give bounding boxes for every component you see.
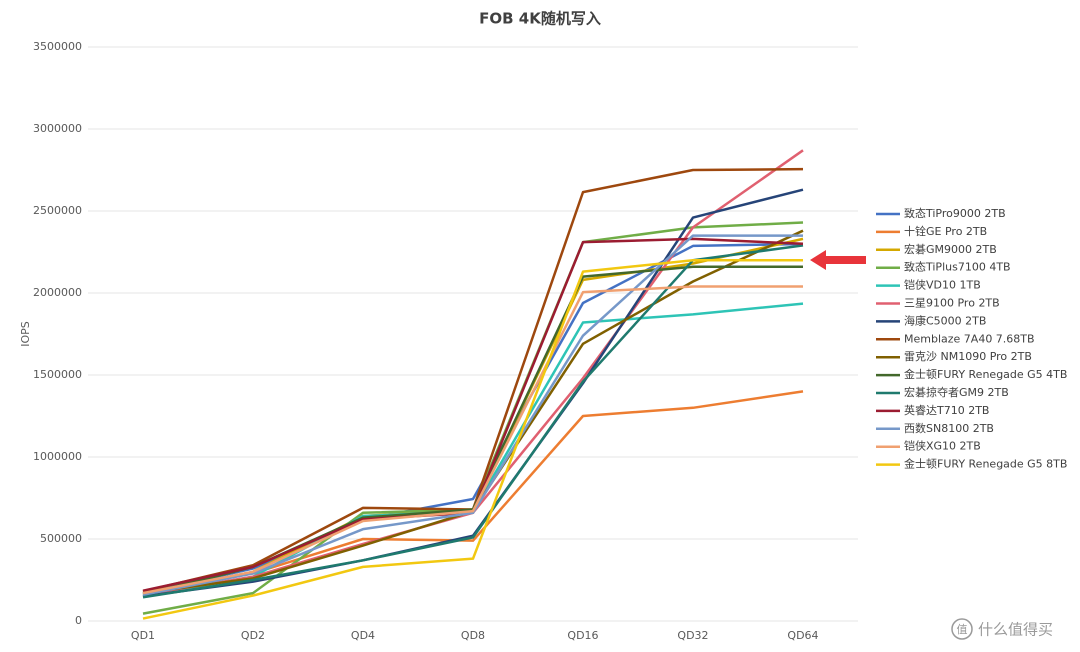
x-tick-label: QD4 xyxy=(351,629,375,642)
legend-label: 宏碁掠夺者GM9 2TB xyxy=(904,385,1009,399)
legend-label: 致态TiPlus7100 4TB xyxy=(904,260,1011,274)
line-series xyxy=(142,285,803,595)
y-tick-label: 3500000 xyxy=(33,40,82,53)
line-series xyxy=(142,149,804,596)
legend-label: 金士顿FURY Renegade G5 8TB xyxy=(904,457,1067,471)
x-tick-label: QD64 xyxy=(787,629,818,642)
legend-label: Memblaze 7A40 7.68TB xyxy=(904,332,1035,345)
line-series xyxy=(142,221,804,615)
y-tick-label: 500000 xyxy=(40,532,82,545)
legend-label: 雷克沙 NM1090 Pro 2TB xyxy=(904,350,1032,363)
y-tick-label: 1000000 xyxy=(33,450,82,463)
line-series xyxy=(142,167,804,593)
watermark-text: 什么值得买 xyxy=(978,621,1053,639)
y-tick-label: 2000000 xyxy=(33,286,82,299)
arrow xyxy=(810,250,866,270)
legend-label: 金士顿FURY Renegade G5 4TB xyxy=(904,367,1067,381)
legend-label: 十铨GE Pro 2TB xyxy=(904,224,987,238)
line-series xyxy=(142,258,803,620)
legend-label: 致态TiPro9000 2TB xyxy=(904,206,1006,220)
x-tick-label: QD32 xyxy=(677,629,708,642)
legend-label: 宏碁GM9000 2TB xyxy=(904,242,997,256)
svg-text:值: 值 xyxy=(957,623,968,636)
y-tick-label: 2500000 xyxy=(33,204,82,217)
y-tick-label: 1500000 xyxy=(33,368,82,381)
line-series xyxy=(142,390,804,595)
x-tick-label: QD16 xyxy=(567,629,598,642)
line-series xyxy=(142,265,803,596)
legend-label: 铠侠VD10 1TB xyxy=(904,278,981,292)
legend-label: 铠侠XG10 2TB xyxy=(904,439,981,453)
x-tick-label: QD8 xyxy=(461,629,485,642)
x-tick-label: QD1 xyxy=(131,629,155,642)
y-tick-label: 0 xyxy=(75,614,82,627)
legend-label: 海康C5000 2TB xyxy=(904,313,986,327)
line-series xyxy=(142,302,804,598)
line-series xyxy=(142,234,803,596)
line-series xyxy=(142,244,804,599)
legend-label: 三星9100 Pro 2TB xyxy=(904,297,1000,310)
legend-label: 西数SN8100 2TB xyxy=(904,422,994,435)
y-axis-label: IOPS xyxy=(19,321,32,347)
legend-label: 英睿达T710 2TB xyxy=(904,403,989,417)
watermark: 值 什么值得买 xyxy=(951,618,1053,640)
x-tick-label: QD2 xyxy=(241,629,265,642)
y-tick-label: 3000000 xyxy=(33,122,82,135)
chart-title: FOB 4K随机写入 xyxy=(479,10,601,28)
line-series xyxy=(142,242,804,595)
